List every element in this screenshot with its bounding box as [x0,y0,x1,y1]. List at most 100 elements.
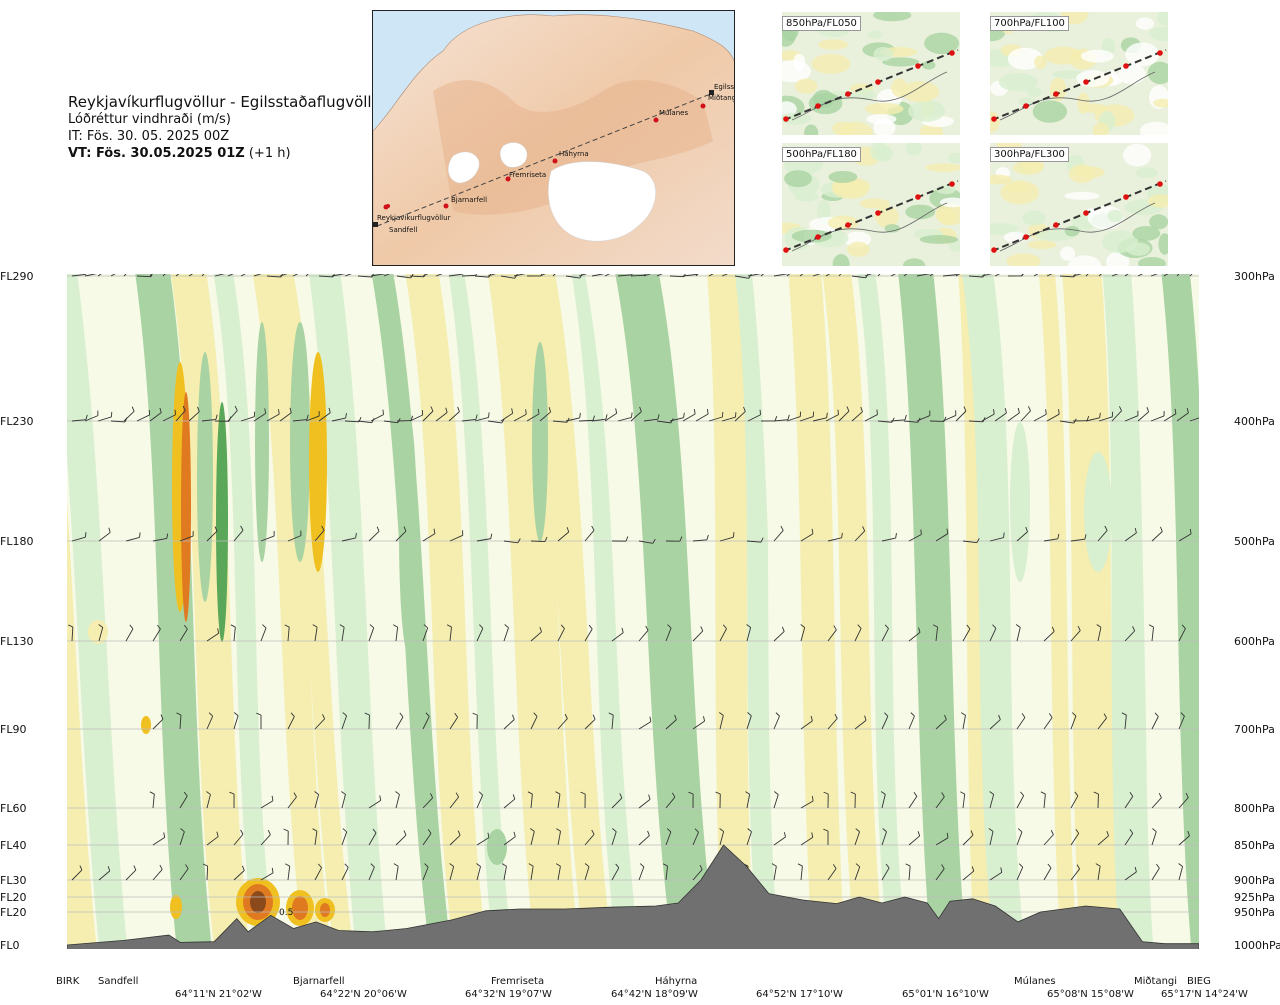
wind-barb [368,863,375,881]
wind-barb [578,274,588,277]
level-gridlines [67,275,1199,946]
field-band [1131,274,1184,949]
mini-field-patch [867,30,882,39]
wind-barb [331,413,347,422]
wind-barb [903,274,908,277]
wind-barb [435,407,448,422]
wind-barb [638,538,656,544]
wind-barb [962,538,980,544]
wind-barb [476,791,484,809]
wind-barb [890,414,907,422]
wind-barb [908,712,915,730]
valid-time-line: VT: Fös. 30.05.2025 01Z (+1 h) [68,145,388,162]
mini-field-patch [1132,226,1161,241]
wind-barb [476,832,490,846]
wind-barbs [68,274,1199,881]
wind-barb [487,274,496,277]
wind-barb [643,414,660,422]
wind-barb [799,274,804,277]
wind-barb [611,863,620,881]
wind-barb [287,792,297,809]
wind-barb [1176,407,1189,422]
wind-barb [812,412,828,422]
wind-barb [827,713,838,730]
wind-barb [98,866,111,881]
flight-level-label: FL20 [0,906,26,919]
wind-barb [800,624,806,642]
wind-barb [202,863,209,881]
route-line [376,92,714,227]
wind-barb [771,863,777,881]
wind-barb [881,828,887,846]
mini-field-patch [818,39,849,50]
wind-barb [1148,624,1154,642]
wind-barb [179,791,188,809]
chart-title: Reykjavíkurflugvöllur - Egilsstaðaflugvö… [68,93,388,111]
wind-barb [851,406,863,422]
mini-field-patch [1123,143,1152,167]
station-label: Bjarnarfell [451,196,487,204]
mini-field-patch [832,180,869,199]
wind-barb [1124,792,1134,809]
wind-barb [746,712,752,730]
field-band [898,274,966,949]
wind-barb [981,274,992,277]
wind-barb [513,409,527,422]
wind-barb [370,274,385,277]
wind-barb [474,412,490,422]
pressure-label: 850hPa [1234,839,1275,852]
wind-barb [422,829,432,846]
wind-barb [528,863,534,881]
wind-barb [305,411,320,422]
wind-barb [98,624,104,642]
mini-field-patch [875,145,893,162]
wind-barb [152,714,164,730]
flight-level-label: FL130 [0,635,33,648]
mini-field-patch [882,57,920,67]
station-marker [505,176,511,182]
wind-barb [503,831,516,846]
wind-barb [838,274,842,277]
mini-field-patch [1092,122,1110,135]
flight-level-label: FL230 [0,415,33,428]
wind-barb [341,828,348,846]
chart-subtitle: Lóðréttur vindhraði (m/s) [68,112,231,127]
wind-barb [584,624,593,642]
flight-level-label: FL40 [0,839,26,852]
station-label: Fremriseta [491,976,544,987]
wind-barb [1124,274,1129,277]
wind-barb [240,274,246,277]
wind-barb [449,712,458,730]
wind-barb [656,274,663,277]
wind-barb [152,832,166,846]
mini-station-marker [1157,181,1163,187]
station-labels: Reykjavíkurflugvöllur Sandfell Bjarnarfe… [377,83,734,234]
wind-barb [368,526,380,542]
wind-barb [260,624,267,642]
wind-barb [339,624,345,642]
wind-barb [962,830,974,846]
wind-barb [929,274,934,277]
wind-barb [422,624,429,642]
wind-barb [1085,412,1101,422]
wind-barb [396,415,414,422]
wind-barb [1178,528,1192,542]
mini-station-marker [1157,50,1163,56]
wind-barb [719,624,727,642]
wind-barb [1046,409,1060,422]
field-band [707,274,755,949]
mini-field-patch [1022,210,1046,226]
wind-barb [786,411,801,422]
mini-field-patch [784,170,812,188]
wind-barb [136,409,151,422]
mini-field-patch [1157,12,1168,26]
wind-barb [708,274,714,277]
wind-barb [825,409,839,422]
wind-barb [260,531,275,542]
wind-barb [800,528,814,542]
wind-barb [1070,791,1079,809]
field-streak [1084,452,1112,572]
mini-field-patch [854,88,876,101]
wind-barb [827,625,837,642]
wind-barb [1098,274,1103,277]
